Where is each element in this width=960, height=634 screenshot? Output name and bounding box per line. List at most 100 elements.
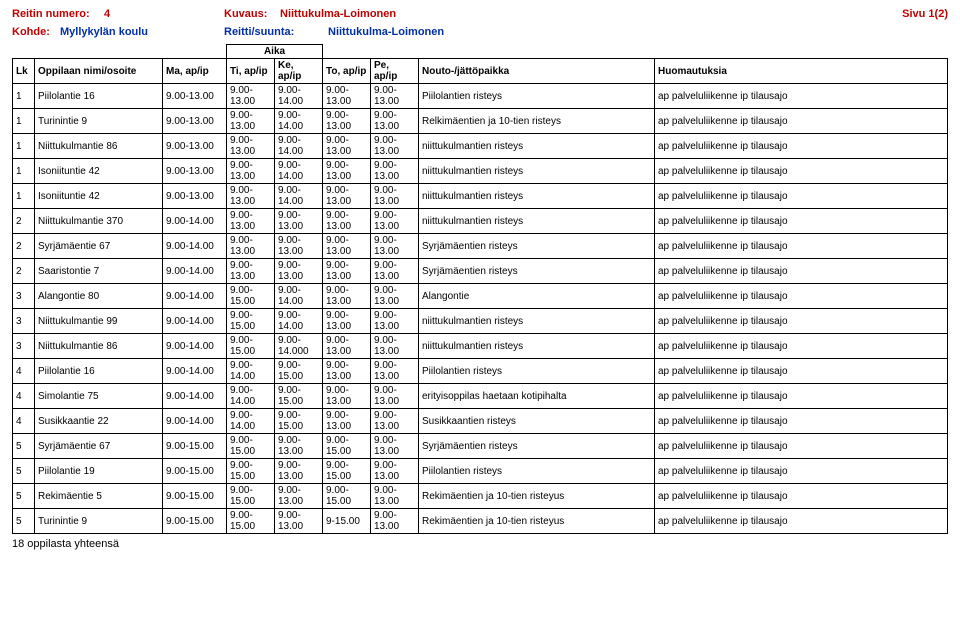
cell-ke: 9.00-14.00 [275, 134, 323, 159]
cell-pe: 9.00-13.00 [371, 134, 419, 159]
cell-ke: 9.00-13.00 [275, 259, 323, 284]
cell-pe: 9.00-13.00 [371, 284, 419, 309]
cell-ma: 9.00-14.00 [163, 234, 227, 259]
cell-to: 9.00-13.00 [323, 84, 371, 109]
cell-lk: 1 [13, 159, 35, 184]
sivu: Sivu 1(2) [902, 8, 948, 20]
col-to: To, ap/ip [323, 59, 371, 84]
cell-lk: 2 [13, 209, 35, 234]
cell-pe: 9.00-13.00 [371, 459, 419, 484]
cell-ti: 9.00-14.00 [227, 409, 275, 434]
table-row: 2Saaristontie 79.00-14.009.00-13.009.00-… [13, 259, 948, 284]
cell-name: Susikkaantie 22 [35, 409, 163, 434]
cell-huom: ap palveluliikenne ip tilausajo [655, 334, 948, 359]
cell-nouto: Alangontie [419, 284, 655, 309]
cell-ti: 9.00-14.00 [227, 359, 275, 384]
cell-lk: 5 [13, 509, 35, 534]
cell-ma: 9.00-13.00 [163, 109, 227, 134]
cell-ma: 9.00-13.00 [163, 159, 227, 184]
cell-ti: 9.00-15.00 [227, 334, 275, 359]
cell-lk: 4 [13, 359, 35, 384]
cell-ma: 9.00-14.00 [163, 309, 227, 334]
table-row: 3Niittukulmantie 999.00-14.009.00-15.009… [13, 309, 948, 334]
cell-to: 9.00-13.00 [323, 209, 371, 234]
kohde-value: Myllykylän koulu [60, 26, 224, 38]
cell-ti: 9.00-13.00 [227, 134, 275, 159]
cell-ma: 9.00-14.00 [163, 409, 227, 434]
cell-lk: 3 [13, 309, 35, 334]
table-row: 5Turinintie 99.00-15.009.00-15.009.00-13… [13, 509, 948, 534]
cell-ke: 9.00-13.00 [275, 234, 323, 259]
cell-huom: ap palveluliikenne ip tilausajo [655, 509, 948, 534]
col-lk: Lk [13, 59, 35, 84]
cell-name: Niittukulmantie 86 [35, 334, 163, 359]
cell-huom: ap palveluliikenne ip tilausajo [655, 459, 948, 484]
cell-nouto: erityisoppilas haetaan kotipihalta [419, 384, 655, 409]
cell-nouto: Rekimäentien ja 10-tien risteyus [419, 484, 655, 509]
cell-ke: 9.00-15.00 [275, 384, 323, 409]
cell-ti: 9.00-14.00 [227, 384, 275, 409]
col-ke: Ke, ap/ip [275, 59, 323, 84]
kuvaus-label: Kuvaus: [224, 8, 280, 20]
cell-to: 9.00-13.00 [323, 334, 371, 359]
table-row: 1Isoniituntie 429.00-13.009.00-13.009.00… [13, 184, 948, 209]
cell-ke: 9.00-13.00 [275, 434, 323, 459]
cell-name: Syrjämäentie 67 [35, 434, 163, 459]
cell-nouto: Piilolantien risteys [419, 359, 655, 384]
kohde-label: Kohde: [12, 26, 60, 38]
cell-to: 9.00-13.00 [323, 384, 371, 409]
cell-ma: 9.00-14.00 [163, 284, 227, 309]
cell-lk: 5 [13, 459, 35, 484]
cell-ti: 9.00-13.00 [227, 234, 275, 259]
cell-huom: ap palveluliikenne ip tilausajo [655, 84, 948, 109]
cell-pe: 9.00-13.00 [371, 159, 419, 184]
cell-ma: 9.00-13.00 [163, 84, 227, 109]
cell-ti: 9.00-15.00 [227, 484, 275, 509]
cell-name: Niittukulmantie 99 [35, 309, 163, 334]
cell-pe: 9.00-13.00 [371, 484, 419, 509]
cell-huom: ap palveluliikenne ip tilausajo [655, 209, 948, 234]
cell-ma: 9.00-14.00 [163, 209, 227, 234]
footer-count: 18 oppilasta yhteensä [12, 538, 948, 550]
cell-ma: 9.00-15.00 [163, 509, 227, 534]
cell-ke: 9.00-14.00 [275, 309, 323, 334]
cell-ti: 9.00-15.00 [227, 434, 275, 459]
cell-lk: 1 [13, 84, 35, 109]
cell-to: 9.00-13.00 [323, 109, 371, 134]
table-row: 2Niittukulmantie 3709.00-14.009.00-13.00… [13, 209, 948, 234]
cell-name: Isoniituntie 42 [35, 159, 163, 184]
cell-pe: 9.00-13.00 [371, 359, 419, 384]
cell-ke: 9.00-13.00 [275, 209, 323, 234]
cell-nouto: Syrjämäentien risteys [419, 234, 655, 259]
cell-ma: 9.00-15.00 [163, 434, 227, 459]
cell-ti: 9.00-13.00 [227, 209, 275, 234]
cell-name: Turinintie 9 [35, 509, 163, 534]
cell-huom: ap palveluliikenne ip tilausajo [655, 284, 948, 309]
cell-ti: 9.00-13.00 [227, 259, 275, 284]
cell-pe: 9.00-13.00 [371, 409, 419, 434]
cell-huom: ap palveluliikenne ip tilausajo [655, 434, 948, 459]
cell-nouto: Relkimäentien ja 10-tien risteys [419, 109, 655, 134]
col-pe: Pe, ap/ip [371, 59, 419, 84]
cell-to: 9.00-13.00 [323, 134, 371, 159]
cell-name: Piilolantie 16 [35, 84, 163, 109]
cell-huom: ap palveluliikenne ip tilausajo [655, 359, 948, 384]
kuvaus-value: Niittukulma-Loimonen [280, 8, 902, 20]
cell-pe: 9.00-13.00 [371, 384, 419, 409]
cell-huom: ap palveluliikenne ip tilausajo [655, 384, 948, 409]
cell-huom: ap palveluliikenne ip tilausajo [655, 234, 948, 259]
cell-nouto: Piilolantien risteys [419, 459, 655, 484]
reitti-value: Niittukulma-Loimonen [328, 26, 444, 38]
cell-lk: 2 [13, 234, 35, 259]
cell-nouto: niittukulmantien risteys [419, 184, 655, 209]
table-row: 3Niittukulmantie 869.00-14.009.00-15.009… [13, 334, 948, 359]
col-ma: Ma, ap/ip [163, 59, 227, 84]
cell-to: 9.00-15.00 [323, 459, 371, 484]
cell-ti: 9.00-15.00 [227, 309, 275, 334]
cell-ma: 9.00-13.00 [163, 184, 227, 209]
col-name: Oppilaan nimi/osoite [35, 59, 163, 84]
cell-pe: 9.00-13.00 [371, 309, 419, 334]
cell-lk: 5 [13, 434, 35, 459]
table-row: 5Rekimäentie 59.00-15.009.00-15.009.00-1… [13, 484, 948, 509]
cell-pe: 9.00-13.00 [371, 184, 419, 209]
